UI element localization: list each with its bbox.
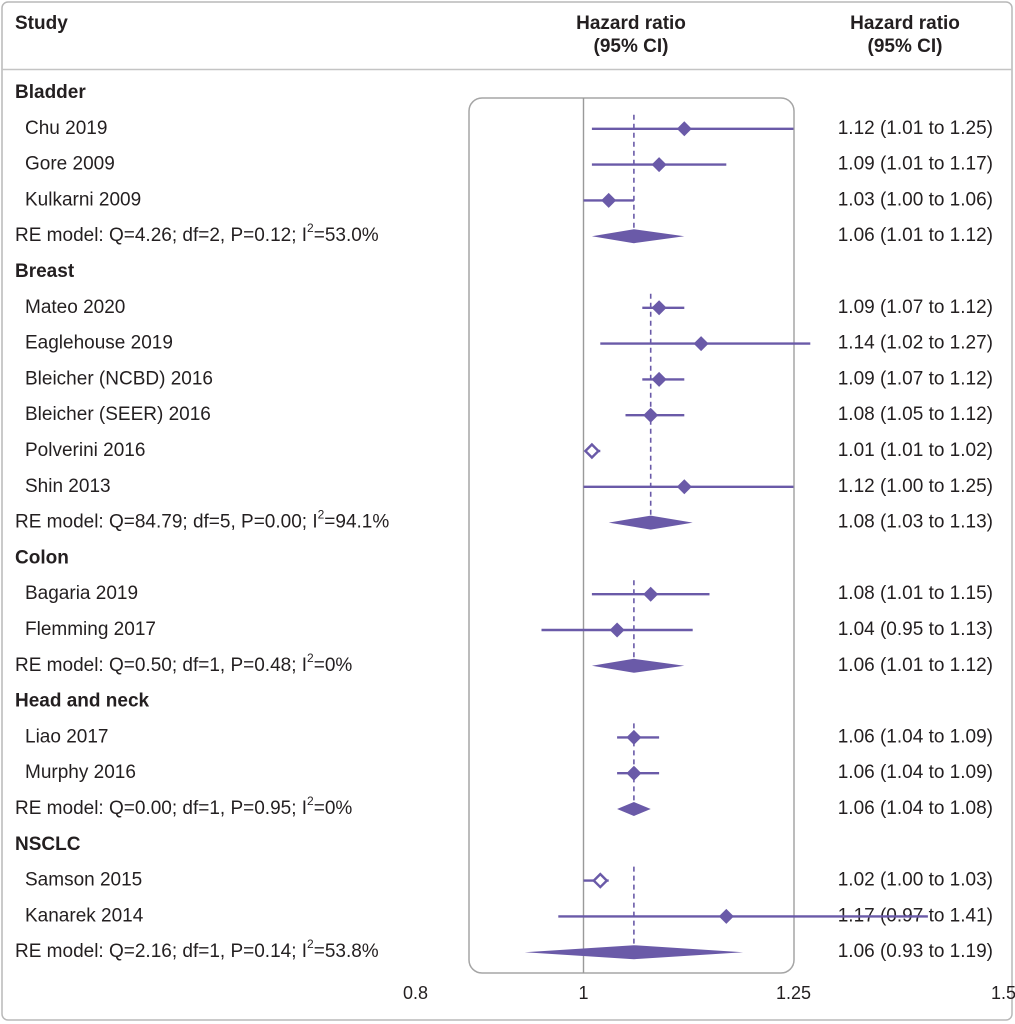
summary-diamond <box>591 658 685 673</box>
study-hr-text: 1.03 (1.00 to 1.06) <box>838 189 993 210</box>
summary-label-stats: RE model: Q=2.16; df=1, P=0.14; I <box>15 941 307 962</box>
summary-label-superscript: 2 <box>307 937 314 951</box>
study-hr-text: 1.12 (1.01 to 1.25) <box>838 118 993 139</box>
study-point-marker <box>609 622 625 638</box>
header-study: Study <box>15 13 68 34</box>
summary-label-i2: =0% <box>314 798 353 819</box>
study-hr-text: 1.09 (1.07 to 1.12) <box>838 297 993 318</box>
study-point-marker <box>583 442 601 460</box>
x-tick-label: 0.8 <box>403 983 428 1003</box>
study-point-marker <box>651 371 667 387</box>
study-label: Bagaria 2019 <box>25 583 138 604</box>
summary-hr-text: 1.06 (1.01 to 1.12) <box>838 655 993 676</box>
study-point-marker <box>718 908 734 924</box>
study-point-marker <box>651 157 667 173</box>
study-hr-text: 1.08 (1.01 to 1.15) <box>838 583 993 604</box>
summary-label-i2: =53.0% <box>314 225 379 246</box>
study-point-marker <box>592 872 609 889</box>
group-label: Head and neck <box>15 691 150 712</box>
study-hr-text: 1.01 (1.01 to 1.02) <box>838 440 993 461</box>
study-label: Murphy 2016 <box>25 762 136 783</box>
study-point-marker <box>693 336 709 352</box>
study-label: Flemming 2017 <box>25 619 156 640</box>
group-label: Colon <box>15 547 69 568</box>
group-label: Bladder <box>15 82 86 103</box>
header-hr-line2: (95% CI) <box>868 36 943 57</box>
study-label: Shin 2013 <box>25 476 111 497</box>
study-hr-text: 1.08 (1.05 to 1.12) <box>838 404 993 425</box>
summary-label: RE model: Q=0.00; df=1, P=0.95; I2=0% <box>15 794 352 819</box>
study-hr-text: 1.02 (1.00 to 1.03) <box>838 870 993 891</box>
summary-label-stats: RE model: Q=4.26; df=2, P=0.12; I <box>15 225 307 246</box>
study-label: Gore 2009 <box>25 154 115 175</box>
study-hr-text: 1.06 (1.04 to 1.09) <box>838 726 993 747</box>
study-label: Eaglehouse 2019 <box>25 333 173 354</box>
study-hr-text: 1.09 (1.07 to 1.12) <box>838 368 993 389</box>
plot-panel <box>468 97 795 974</box>
summary-label-i2: =94.1% <box>324 512 389 533</box>
summary-diamond <box>591 229 685 244</box>
study-hr-text: 1.04 (0.95 to 1.13) <box>838 619 993 640</box>
study-point-marker <box>676 479 692 495</box>
summary-diamond <box>617 802 651 816</box>
summary-label-stats: RE model: Q=0.50; df=1, P=0.48; I <box>15 655 307 676</box>
header-hr-line1: Hazard ratio <box>850 13 960 34</box>
summary-hr-text: 1.08 (1.03 to 1.13) <box>838 512 993 533</box>
summary-label-superscript: 2 <box>307 221 314 235</box>
summary-diamond <box>608 515 693 530</box>
summary-label: RE model: Q=4.26; df=2, P=0.12; I2=53.0% <box>15 221 379 246</box>
group-label: NSCLC <box>15 834 81 855</box>
study-label: Kanarek 2014 <box>25 905 144 926</box>
summary-label-i2: =53.8% <box>314 941 379 962</box>
summary-label-stats: RE model: Q=0.00; df=1, P=0.95; I <box>15 798 307 819</box>
summary-label: RE model: Q=84.79; df=5, P=0.00; I2=94.1… <box>15 508 389 533</box>
study-hr-text: 1.06 (1.04 to 1.09) <box>838 762 993 783</box>
group-label: Breast <box>15 261 75 282</box>
summary-label: RE model: Q=0.50; df=1, P=0.48; I2=0% <box>15 651 352 676</box>
summary-hr-text: 1.06 (1.01 to 1.12) <box>838 225 993 246</box>
summary-label-superscript: 2 <box>307 794 314 808</box>
study-point-marker <box>651 300 667 316</box>
summary-diamond <box>524 945 744 960</box>
x-tick-label: 1 <box>578 983 588 1003</box>
study-label: Bleicher (SEER) 2016 <box>25 404 211 425</box>
study-label: Liao 2017 <box>25 726 108 747</box>
summary-label: RE model: Q=2.16; df=1, P=0.14; I2=53.8% <box>15 937 379 962</box>
study-hr-text: 1.12 (1.00 to 1.25) <box>838 476 993 497</box>
x-tick-label: 1.25 <box>776 983 811 1003</box>
header-plot-line2: (95% CI) <box>594 36 669 57</box>
header-plot-line1: Hazard ratio <box>576 13 686 34</box>
study-label: Polverini 2016 <box>25 440 145 461</box>
study-label: Mateo 2020 <box>25 297 125 318</box>
study-point-marker <box>601 192 617 208</box>
study-label: Kulkarni 2009 <box>25 189 141 210</box>
summary-hr-text: 1.06 (0.93 to 1.19) <box>838 941 993 962</box>
study-hr-text: 1.14 (1.02 to 1.27) <box>838 333 993 354</box>
summary-label-stats: RE model: Q=84.79; df=5, P=0.00; I <box>15 512 318 533</box>
study-label: Bleicher (NCBD) 2016 <box>25 368 213 389</box>
study-point-marker <box>643 586 659 602</box>
study-label: Samson 2015 <box>25 870 142 891</box>
summary-label-superscript: 2 <box>318 508 325 522</box>
summary-label-i2: =0% <box>314 655 353 676</box>
study-hr-text: 1.09 (1.01 to 1.17) <box>838 154 993 175</box>
summary-label-superscript: 2 <box>307 651 314 665</box>
summary-hr-text: 1.06 (1.04 to 1.08) <box>838 798 993 819</box>
study-point-marker <box>676 121 692 137</box>
study-label: Chu 2019 <box>25 118 107 139</box>
x-tick-label: 1.5 <box>991 983 1015 1003</box>
